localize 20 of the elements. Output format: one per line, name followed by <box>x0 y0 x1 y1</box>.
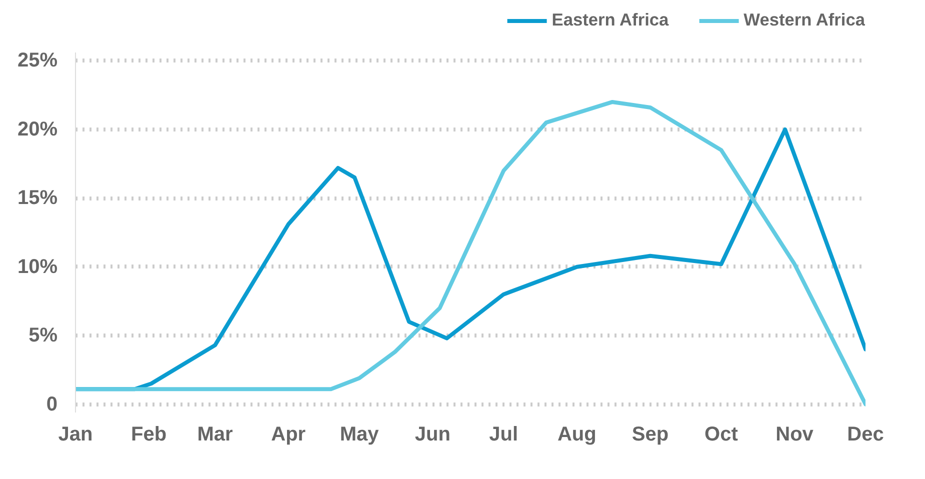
x-tick-label: Nov <box>776 424 814 446</box>
x-tick-label: Jun <box>414 424 450 446</box>
x-tick-label: Sep <box>632 424 669 446</box>
x-tick-label: Oct <box>704 424 738 446</box>
x-tick-label: Mar <box>197 424 234 446</box>
legend-label: Eastern Africa <box>552 10 669 30</box>
y-tick-label: 10% <box>17 256 58 278</box>
x-tick-label: Aug <box>558 424 596 446</box>
x-tick-label: Jul <box>489 424 518 446</box>
x-tick-label: Jan <box>58 424 93 446</box>
x-tick-label: Dec <box>847 424 884 446</box>
y-tick-label: 5% <box>28 324 58 347</box>
y-tick-label: 0 <box>46 393 58 416</box>
x-tick-label: Feb <box>131 424 167 446</box>
x-tick-label: Apr <box>271 424 306 446</box>
y-tick-label: 25% <box>17 50 58 72</box>
x-tick-label: May <box>340 424 380 446</box>
y-tick-label: 20% <box>17 118 58 140</box>
y-tick-label: 15% <box>17 187 58 210</box>
legend-label: Western Africa <box>744 10 865 30</box>
